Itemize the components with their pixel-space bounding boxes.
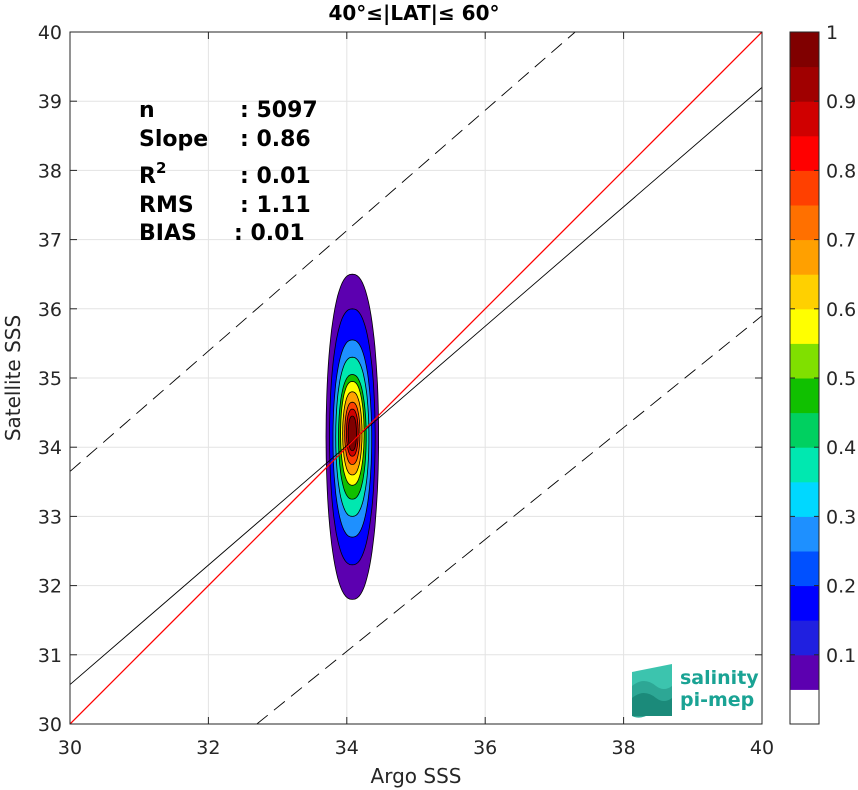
colorbar-tick-label: 0.8: [826, 160, 856, 182]
colorbar-segment: [790, 239, 819, 275]
stat-r2-base: R: [139, 164, 156, 189]
stat-rms-value: : 1.11: [240, 193, 311, 218]
x-axis-title: Argo SSS: [371, 764, 462, 788]
colorbar-segment: [790, 101, 819, 137]
x-tick-label: 32: [196, 737, 220, 759]
chart-title: 40°≤|LAT|≤ 60°: [328, 1, 499, 25]
colorbar-tick-label: 1: [826, 22, 838, 44]
x-tick-label: 36: [473, 737, 497, 759]
logo-line-1: salinity: [680, 667, 759, 689]
y-tick-label: 37: [38, 230, 62, 252]
y-tick-label: 31: [38, 645, 62, 667]
colorbar-segment: [790, 412, 819, 448]
colorbar-segment: [790, 516, 819, 552]
stat-bias-name: BIAS: [139, 221, 197, 246]
x-tick-label: 38: [612, 737, 636, 759]
upper-bound-line: [70, 32, 576, 472]
y-tick-label: 34: [38, 437, 62, 459]
colorbar-ticks: 0.1 0.2 0.3 0.4 0.5 0.6 0.7 0.8 0.9 1: [790, 22, 856, 667]
colorbar-tick-label: 0.6: [826, 299, 856, 321]
y-tick-label: 36: [38, 299, 62, 321]
colorbar-segment: [790, 378, 819, 414]
colorbar-segment: [790, 343, 819, 379]
stat-bias-value: : 0.01: [234, 221, 305, 246]
x-tick-label: 40: [750, 737, 774, 759]
colorbar-segment: [790, 308, 819, 344]
colorbar: [790, 32, 819, 725]
stat-n-name: n: [139, 98, 155, 123]
identity-line: [70, 32, 762, 724]
colorbar-segment: [790, 585, 819, 621]
y-tick-label: 30: [38, 714, 62, 736]
density-contour: [347, 415, 357, 452]
fit-line: [70, 87, 762, 685]
stat-rms-name: RMS: [139, 193, 194, 218]
logo-line-2: pi-mep: [680, 689, 754, 711]
x-tick-label: 34: [335, 737, 359, 759]
y-tick-label: 40: [38, 22, 62, 44]
colorbar-tick-label: 0.1: [826, 645, 856, 667]
colorbar-tick-label: 0.4: [826, 437, 856, 459]
stats-box: n : 5097 Slope : 0.86 R2 : 0.01 RMS : 1.…: [139, 98, 318, 246]
colorbar-segment: [790, 170, 819, 206]
reference-lines: [70, 32, 762, 724]
colorbar-tick-label: 0.3: [826, 506, 856, 528]
colorbar-tick-label: 0.2: [826, 576, 856, 598]
colorbar-segment: [790, 135, 819, 171]
stat-n-value: : 5097: [240, 98, 318, 123]
y-tick-label: 35: [38, 368, 62, 390]
y-tick-label: 33: [38, 506, 62, 528]
colorbar-segment: [790, 205, 819, 241]
stat-slope-value: : 0.86: [240, 127, 311, 152]
y-tick-labels: 30 31 32 33 34 35 36 37 38 39 40: [38, 22, 62, 736]
stat-r2-name: R2: [139, 159, 166, 189]
colorbar-segment: [790, 447, 819, 483]
lower-bound-line: [256, 315, 762, 724]
colorbar-segment: [790, 620, 819, 656]
colorbar-segment: [790, 551, 819, 587]
x-tick-label: 30: [58, 737, 82, 759]
colorbar-tick-label: 0.5: [826, 368, 856, 390]
colorbar-segment: [790, 32, 819, 68]
colorbar-segment: [790, 481, 819, 517]
density-contours: [325, 273, 379, 600]
y-tick-label: 32: [38, 576, 62, 598]
stat-slope-name: Slope: [139, 127, 208, 152]
colorbar-segment: [790, 689, 819, 725]
colorbar-segment: [790, 66, 819, 102]
colorbar-segment: [790, 654, 819, 690]
colorbar-tick-label: 0.9: [826, 91, 856, 113]
axis-ticks: [69, 31, 763, 725]
colorbar-tick-label: 0.7: [826, 230, 856, 252]
stat-r2-value: : 0.01: [240, 164, 311, 189]
y-tick-label: 39: [38, 91, 62, 113]
colorbar-segment: [790, 274, 819, 310]
y-axis-title: Satellite SSS: [1, 315, 25, 441]
stat-r2-superscript: 2: [156, 159, 166, 177]
y-tick-label: 38: [38, 160, 62, 182]
salinity-pimep-logo: salinity pi-mep: [632, 664, 759, 718]
x-tick-labels: 30 32 34 36 38 40: [58, 737, 774, 759]
logo-wave-icon: [632, 664, 672, 718]
